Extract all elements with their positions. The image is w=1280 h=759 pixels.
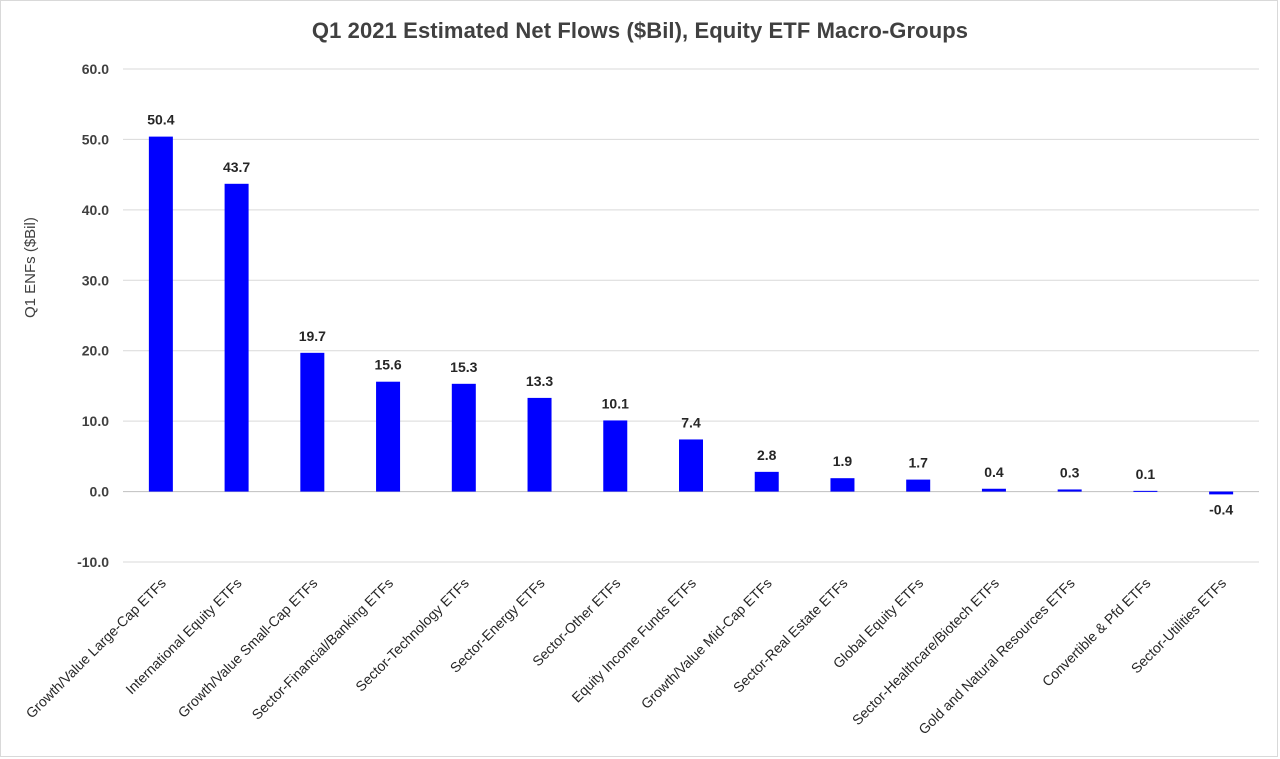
x-tick-label: Growth/Value Small-Cap ETFs [175,575,321,721]
data-label: 15.3 [450,359,477,375]
y-axis-ticks: -10.0 0.0 10.0 20.0 30.0 40.0 50.0 60.0 [77,61,109,570]
data-label: 1.7 [908,455,928,471]
y-tick-label: 50.0 [82,131,109,147]
y-tick-label: 30.0 [82,272,109,288]
bar [981,488,1006,492]
bar [1133,490,1158,492]
x-tick-label: Sector-Financial/Banking ETFs [248,575,396,723]
bar [830,478,855,492]
x-tick-label: Growth/Value Mid-Cap ETFs [638,575,775,712]
y-tick-label: 20.0 [82,343,109,359]
data-label: 7.4 [681,414,701,430]
y-tick-label: 0.0 [90,484,110,500]
bar [451,383,476,492]
data-label: 1.9 [833,453,853,469]
y-tick-label: 60.0 [82,61,109,77]
bar [376,381,401,492]
y-tick-label: -10.0 [77,554,109,570]
bar [1057,489,1082,492]
chart-title: Q1 2021 Estimated Net Flows ($Bil), Equi… [311,18,969,43]
data-labels: 50.4 43.7 19.7 15.6 15.3 13.3 10.1 7.4 2.8 1.9 1.7… [147,112,1233,518]
data-label: 0.4 [984,464,1004,480]
data-label: 19.7 [299,328,326,344]
data-label: 13.3 [526,373,553,389]
bar [1209,491,1234,495]
x-tick-label: Growth/Value Large-Cap ETFs [23,575,169,721]
bar [300,352,325,492]
bar [148,136,173,492]
x-tick-label: Equity Income Funds ETFs [568,575,699,706]
data-label: 15.6 [374,357,401,373]
bar [754,471,779,492]
bar [527,397,552,492]
y-tick-label: 10.0 [82,413,109,429]
bars [148,136,1234,495]
bar [906,479,931,492]
bar [679,439,703,492]
x-tick-label: Sector-Healthcare/Biotech ETFs [849,575,1002,728]
data-label: 10.1 [602,395,629,411]
data-label: 2.8 [757,447,777,463]
bar [224,183,249,492]
data-label: 50.4 [147,112,174,128]
data-label: 0.1 [1136,466,1156,482]
x-tick-label: Gold and Natural Resources ETFs [915,575,1078,738]
y-tick-label: 40.0 [82,202,109,218]
bar [603,420,628,492]
x-axis-category-labels: Growth/Value Large-Cap ETFsInternational… [23,575,1230,738]
data-label: 0.3 [1060,464,1080,480]
data-label: -0.4 [1209,501,1233,517]
data-label: 43.7 [223,159,250,175]
